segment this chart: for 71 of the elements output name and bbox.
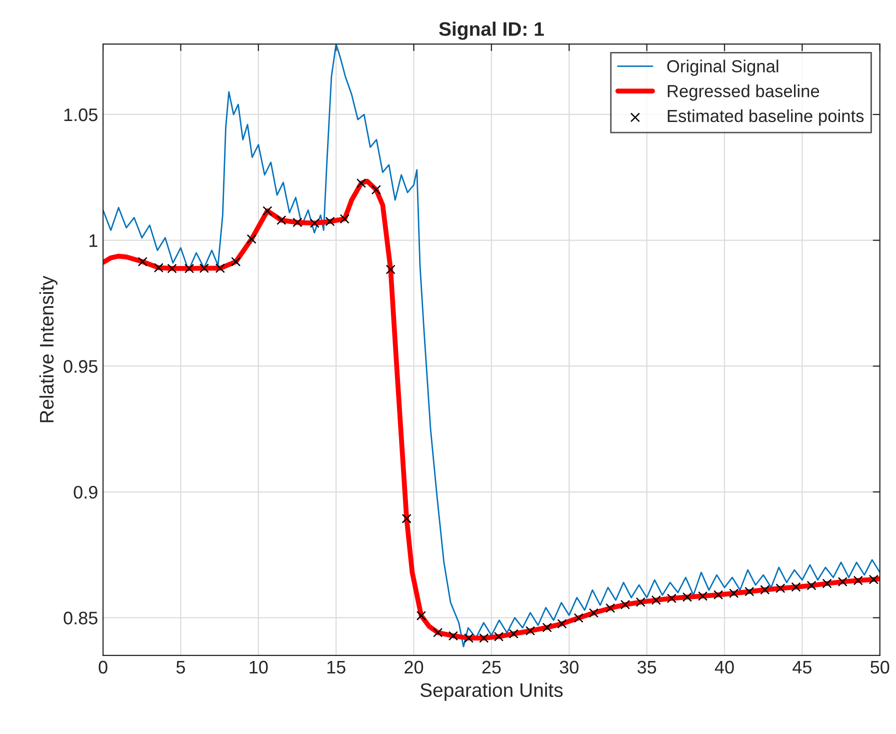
point [526, 626, 536, 636]
legend-label: Original Signal [667, 60, 778, 76]
point [262, 206, 272, 216]
x-tick-label: 5 [176, 660, 185, 674]
point [464, 633, 474, 643]
x-tick-label: 0 [98, 660, 108, 674]
legend-label: Estimated baseline points [668, 109, 864, 126]
point [356, 178, 366, 188]
point [215, 263, 225, 274]
point [154, 262, 164, 273]
legend-label: Regressed baseline [668, 84, 820, 101]
x-tick-label: 25 [482, 660, 501, 674]
point [199, 263, 209, 274]
point [402, 514, 412, 524]
point [371, 184, 381, 195]
point [651, 595, 661, 605]
point [868, 574, 878, 584]
point [729, 588, 739, 598]
point [479, 633, 489, 643]
point [853, 576, 863, 586]
point [822, 578, 832, 588]
point [433, 628, 443, 638]
x-tick-label: 20 [404, 660, 424, 674]
point [791, 582, 801, 592]
point [167, 264, 177, 274]
point [386, 264, 396, 274]
point [776, 583, 786, 594]
point [246, 234, 256, 244]
point [416, 610, 426, 620]
point [744, 586, 754, 596]
point [184, 264, 194, 274]
x-tick-label: 35 [637, 660, 656, 674]
point [606, 603, 616, 613]
point [494, 632, 504, 642]
point [666, 594, 676, 604]
point [714, 590, 724, 600]
point [542, 622, 552, 632]
point [806, 580, 816, 590]
point [292, 218, 302, 228]
x-axis-title: Separation Units [420, 682, 563, 701]
point [760, 585, 770, 595]
point [340, 214, 350, 224]
x-tick-label: 30 [560, 660, 578, 674]
x-tick-label: 15 [327, 660, 346, 674]
point [588, 608, 598, 618]
point [557, 618, 567, 629]
point [636, 597, 646, 607]
point [620, 600, 630, 610]
x-tick-label: 45 [792, 660, 812, 674]
point [276, 215, 286, 225]
point [231, 256, 241, 266]
point [448, 631, 458, 641]
x-tick-label: 40 [714, 660, 734, 674]
x-tick-label: 10 [250, 660, 268, 674]
y-tick-label: 0.95 [64, 360, 98, 373]
y-axis-title: Relative Intensity [39, 276, 58, 422]
y-tick-label: 0.9 [74, 486, 98, 499]
point [698, 591, 708, 601]
point [574, 613, 584, 623]
point [138, 256, 148, 266]
point [838, 576, 848, 587]
point [325, 216, 335, 226]
point [682, 592, 692, 602]
y-tick-label: 1 [90, 234, 98, 247]
chart-title: Signal ID: 1 [439, 22, 544, 40]
y-tick-label: 1.05 [64, 108, 98, 122]
y-tick-label: 0.85 [64, 612, 98, 624]
point [508, 629, 518, 639]
point [310, 218, 320, 228]
line-series [103, 178, 880, 641]
x-tick-label: 50 [870, 660, 890, 674]
